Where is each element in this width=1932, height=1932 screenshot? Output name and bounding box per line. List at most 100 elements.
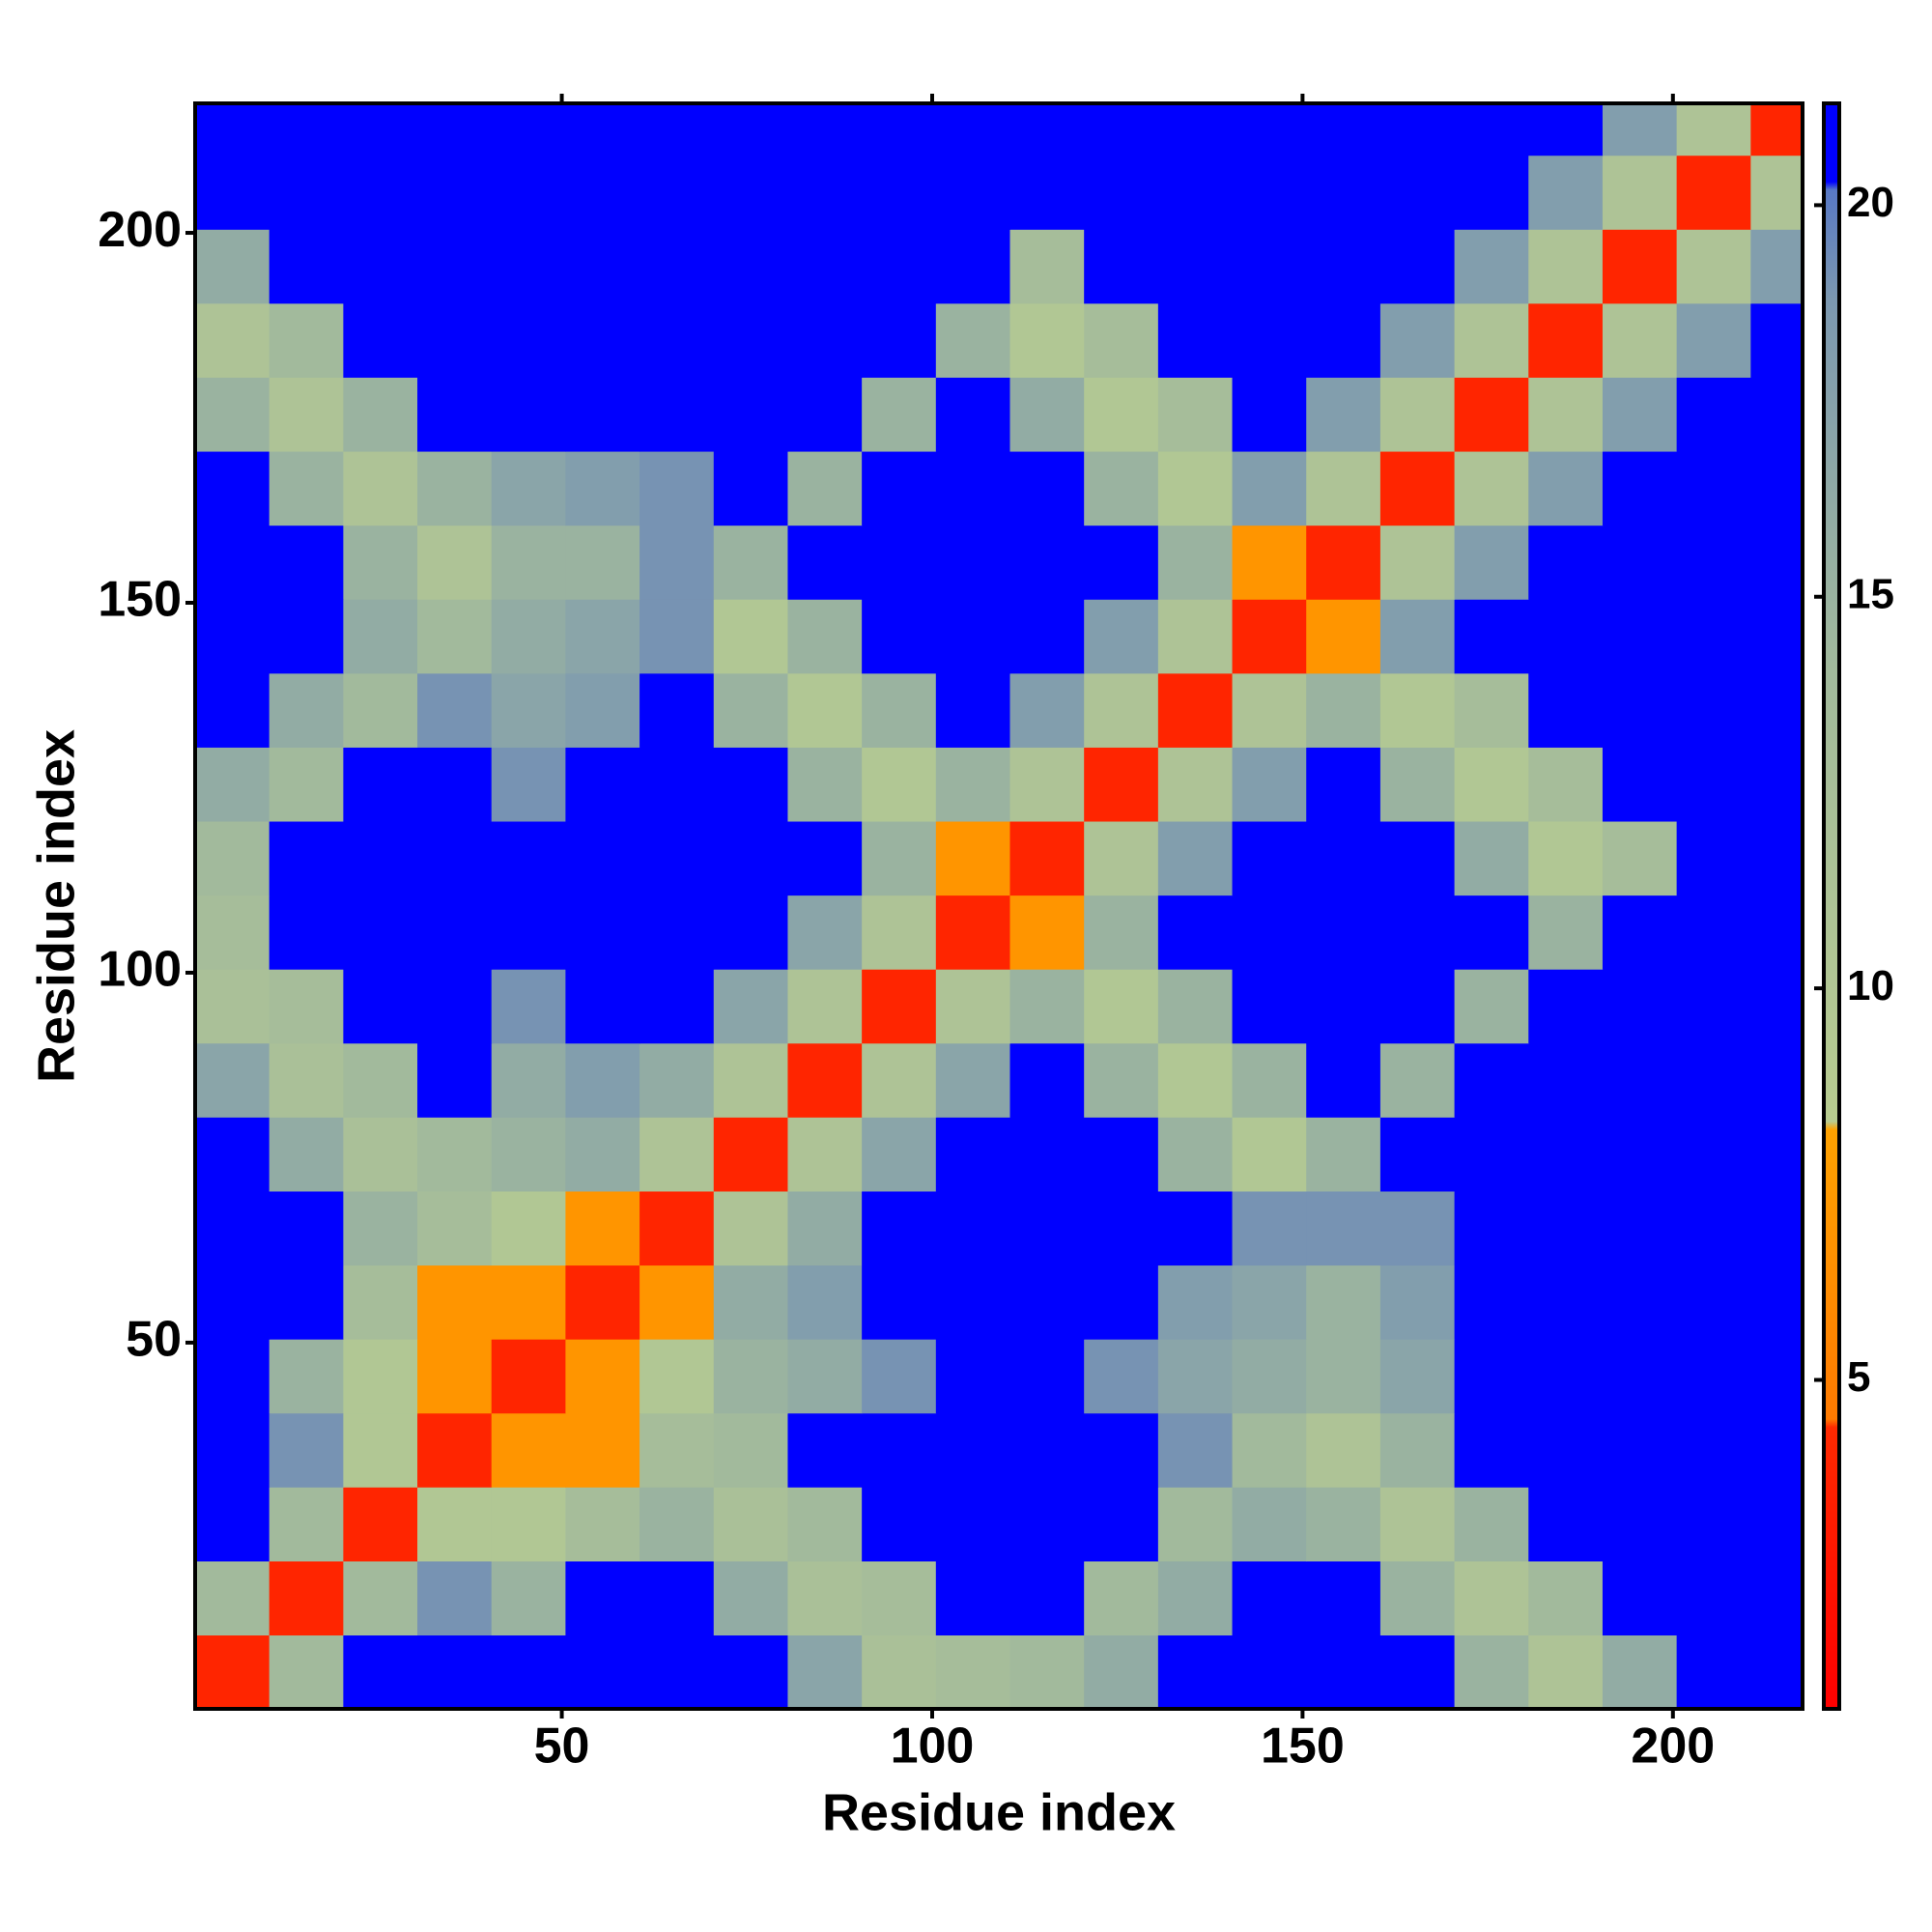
heatmap-cell xyxy=(1157,1190,1234,1266)
heatmap-cell xyxy=(1528,599,1604,674)
heatmap-cell xyxy=(787,747,863,822)
heatmap-cell xyxy=(862,229,937,304)
heatmap-cell xyxy=(787,1042,863,1118)
heatmap-cell xyxy=(1306,672,1381,748)
heatmap-cell xyxy=(862,1487,937,1562)
heatmap-cell xyxy=(1306,1190,1381,1266)
heatmap-cell xyxy=(1454,450,1529,526)
heatmap-cell xyxy=(269,969,344,1044)
heatmap-cell xyxy=(1676,1042,1751,1118)
heatmap-cell xyxy=(862,672,937,748)
heatmap-cell xyxy=(935,229,1011,304)
heatmap-cell xyxy=(1306,895,1381,970)
heatmap-cell xyxy=(1676,1412,1751,1488)
heatmap-cell xyxy=(935,599,1011,674)
heatmap-cell xyxy=(1379,1634,1456,1710)
heatmap-cell xyxy=(565,1412,640,1488)
heatmap-cell xyxy=(1750,1487,1804,1562)
heatmap-cell xyxy=(787,229,863,304)
heatmap-cell xyxy=(491,672,567,748)
heatmap-cell xyxy=(343,599,418,674)
heatmap-cell xyxy=(1232,895,1307,970)
heatmap-cell xyxy=(269,377,344,452)
heatmap-cell xyxy=(195,302,270,378)
heatmap-cell xyxy=(491,747,567,822)
heatmap-cell xyxy=(639,1487,715,1562)
heatmap-cell xyxy=(862,1412,937,1488)
heatmap-cell xyxy=(1602,1264,1678,1340)
heatmap-cell xyxy=(862,155,937,230)
heatmap-cell xyxy=(1157,1042,1234,1118)
heatmap-cell xyxy=(639,1560,715,1636)
heatmap-cell xyxy=(1084,1339,1159,1414)
heatmap-cell xyxy=(639,1412,715,1488)
heatmap-cell xyxy=(565,1190,640,1266)
heatmap-cell xyxy=(1602,103,1678,156)
heatmap-cell xyxy=(1602,1487,1678,1562)
heatmap-cell xyxy=(862,820,937,896)
heatmap-cell xyxy=(1306,525,1381,600)
heatmap-cell xyxy=(1602,302,1678,378)
heatmap-cell xyxy=(565,450,640,526)
heatmap-cell xyxy=(491,1264,567,1340)
heatmap-cell xyxy=(1528,525,1604,600)
x-tick-label: 100 xyxy=(891,1719,975,1775)
heatmap-cell xyxy=(1306,377,1381,452)
heatmap-cell xyxy=(343,1190,418,1266)
heatmap-cell xyxy=(195,747,270,822)
heatmap-cell xyxy=(491,377,567,452)
heatmap-cell xyxy=(639,302,715,378)
heatmap-cell xyxy=(1232,450,1307,526)
heatmap-cells xyxy=(195,103,1804,1710)
heatmap-cell xyxy=(862,1264,937,1340)
heatmap-cell xyxy=(343,155,418,230)
heatmap-cell xyxy=(1232,1264,1307,1340)
heatmap-cell xyxy=(1454,155,1529,230)
heatmap-cell xyxy=(343,450,418,526)
heatmap-cell xyxy=(1084,103,1159,156)
heatmap-cell xyxy=(565,1339,640,1414)
heatmap-cell xyxy=(713,895,789,970)
heatmap-cell xyxy=(1528,969,1604,1044)
heatmap-cell xyxy=(491,525,567,600)
heatmap-cell xyxy=(1750,103,1804,156)
heatmap-cell xyxy=(1602,672,1678,748)
heatmap-cell xyxy=(1009,1634,1085,1710)
heatmap-cell xyxy=(195,599,270,674)
heatmap-cell xyxy=(343,969,418,1044)
heatmap-cell xyxy=(417,747,493,822)
heatmap-cell xyxy=(417,969,493,1044)
heatmap-cell xyxy=(1528,377,1604,452)
heatmap-cell xyxy=(565,155,640,230)
heatmap-cell xyxy=(1454,377,1529,452)
heatmap-cell xyxy=(269,1560,344,1636)
heatmap-cell xyxy=(269,1190,344,1266)
heatmap-cell xyxy=(269,1117,344,1192)
heatmap-cell xyxy=(1306,969,1381,1044)
heatmap-cell xyxy=(787,377,863,452)
heatmap-cell xyxy=(343,1339,418,1414)
heatmap-cell xyxy=(1084,1190,1159,1266)
heatmap-cell xyxy=(1084,229,1159,304)
heatmap-cell xyxy=(269,525,344,600)
heatmap-cell xyxy=(1528,1487,1604,1562)
heatmap-cell xyxy=(417,377,493,452)
heatmap-cell xyxy=(935,525,1011,600)
heatmap-cell xyxy=(1379,1117,1456,1192)
heatmap-cell xyxy=(1454,1042,1529,1118)
heatmap-cell xyxy=(1528,1339,1604,1414)
heatmap-cell xyxy=(491,969,567,1044)
heatmap-cell xyxy=(935,820,1011,896)
y-tick-label: 150 xyxy=(98,572,182,628)
heatmap-cell xyxy=(1009,1190,1085,1266)
heatmap-cell xyxy=(565,747,640,822)
heatmap-cell xyxy=(1009,1487,1085,1562)
heatmap-cell xyxy=(491,302,567,378)
heatmap-cell xyxy=(491,1190,567,1266)
heatmap-cell xyxy=(1750,1634,1804,1710)
heatmap-cell xyxy=(1528,229,1604,304)
heatmap-cell xyxy=(1232,672,1307,748)
heatmap-cell xyxy=(1750,155,1804,230)
heatmap-cell xyxy=(1306,1264,1381,1340)
heatmap-cell xyxy=(935,672,1011,748)
